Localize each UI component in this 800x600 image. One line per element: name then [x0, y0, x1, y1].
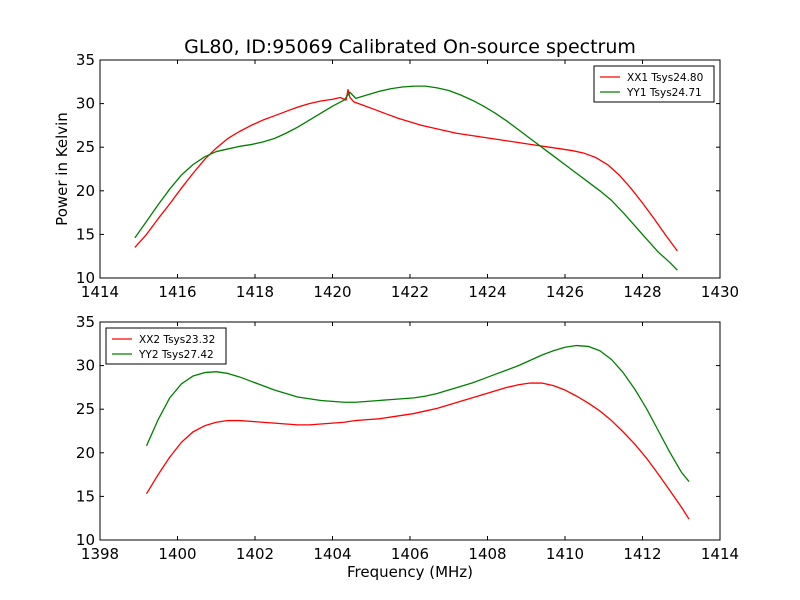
y-tick-label: 20 — [76, 444, 95, 462]
x-tick-label: 1428 — [623, 283, 661, 301]
y-tick-label: 35 — [76, 313, 95, 331]
series-line-2 — [134, 85, 678, 271]
legend-box — [105, 327, 227, 365]
x-tick-label: 1410 — [546, 545, 584, 563]
x-tick-label: 1414 — [81, 283, 119, 301]
chart-title: GL80, ID:95069 Calibrated On-source spec… — [184, 36, 636, 58]
x-tick-label: 1430 — [701, 283, 739, 301]
y-tick-label: 30 — [76, 357, 95, 375]
x-tick-label: 1404 — [313, 545, 351, 563]
y-tick-label: 15 — [76, 487, 95, 505]
y-tick-label: 20 — [76, 182, 95, 200]
x-tick-label: 1422 — [391, 283, 429, 301]
legend: XX2 Tsys23.32 YY2 Tsys27.42 — [105, 327, 227, 365]
y-tick-label: 35 — [76, 51, 95, 69]
x-tick-label: 1426 — [546, 283, 584, 301]
legend-label: YY2 Tsys27.42 — [138, 349, 214, 361]
y-axis-label: Power in Kelvin — [53, 112, 71, 226]
legend-box — [593, 65, 715, 103]
y-tick-label: 10 — [76, 269, 95, 287]
x-tick-label: 1408 — [468, 545, 506, 563]
series-line-1 — [134, 89, 678, 252]
y-tick-label: 30 — [76, 95, 95, 113]
x-tick-label: 1420 — [313, 283, 351, 301]
x-tick-label: 1400 — [158, 545, 196, 563]
legend-label: XX1 Tsys24.80 — [627, 72, 703, 84]
y-tick-label: 25 — [76, 138, 95, 156]
legend-label: YY1 Tsys24.71 — [626, 87, 702, 99]
x-tick-label: 1416 — [158, 283, 196, 301]
x-tick-label: 1418 — [236, 283, 274, 301]
x-tick-label: 1412 — [623, 545, 661, 563]
y-tick-label: 25 — [76, 400, 95, 418]
x-tick-label: 1398 — [81, 545, 119, 563]
x-tick-label: 1414 — [701, 545, 739, 563]
x-axis-label: Frequency (MHz) — [347, 563, 473, 581]
y-tick-label: 15 — [76, 225, 95, 243]
series-line-1 — [145, 382, 690, 520]
y-tick-label: 10 — [76, 531, 95, 549]
x-tick-label: 1406 — [391, 545, 429, 563]
top-plot: 1414 1416 1418 1420 1422 1424 1426 1428 1430 10 15… — [53, 51, 739, 301]
x-tick-label: 1402 — [236, 545, 274, 563]
bottom-plot: 1398 1400 1402 1404 1406 1408 1410 1412 1414 10 15… — [76, 313, 739, 581]
legend-label: XX2 Tsys23.32 — [139, 334, 215, 346]
legend: XX1 Tsys24.80 YY1 Tsys24.71 — [593, 65, 715, 103]
series-line-2 — [145, 344, 690, 482]
x-tick-label: 1424 — [468, 283, 506, 301]
